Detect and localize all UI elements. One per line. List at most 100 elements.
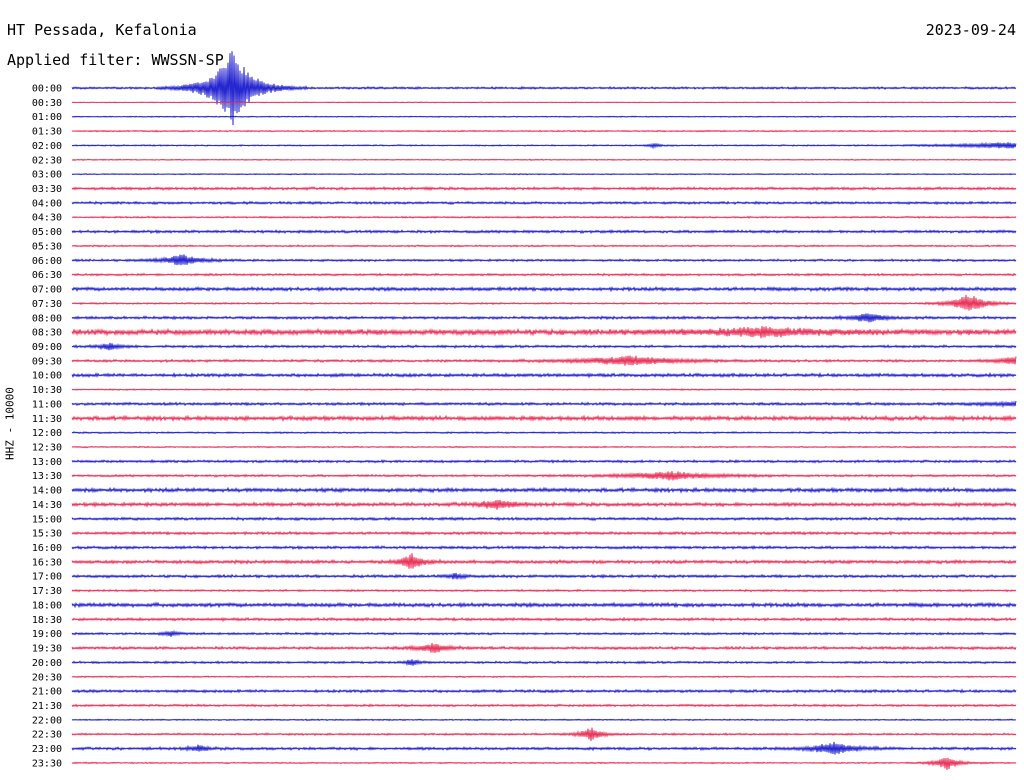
trace-line (71, 229, 1017, 235)
trace-line (71, 101, 1017, 104)
trace-line (71, 313, 1017, 323)
station-title: HT Pessada, Kefalonia (7, 21, 197, 39)
trace-line (71, 115, 1017, 118)
trace-line (71, 254, 1017, 266)
trace-line (71, 471, 1017, 481)
time-tick-label: 12:30 (32, 443, 62, 454)
time-tick-label: 21:30 (32, 701, 62, 712)
trace-line (71, 741, 1017, 755)
trace-line (71, 141, 1017, 150)
trace-line (71, 371, 1017, 379)
time-tick-label: 14:00 (32, 486, 62, 497)
time-tick-label: 05:30 (32, 241, 62, 252)
time-tick-label: 12:00 (32, 428, 62, 439)
time-tick-label: 07:00 (32, 285, 62, 296)
time-tick-label: 09:00 (32, 342, 62, 353)
trace-line (71, 544, 1017, 551)
time-tick-label: 15:00 (32, 514, 62, 525)
time-tick-label: 01:30 (32, 127, 62, 138)
time-tick-label: 01:00 (32, 112, 62, 123)
time-tick-label: 13:30 (32, 471, 62, 482)
time-tick-label: 03:00 (32, 170, 62, 181)
time-tick-label: 16:30 (32, 557, 62, 568)
time-tick-label: 20:00 (32, 658, 62, 669)
time-tick-label: 11:30 (32, 414, 62, 425)
trace-line (71, 486, 1017, 494)
time-tick-label: 00:30 (32, 98, 62, 109)
trace-line (71, 244, 1017, 248)
time-tick-label: 15:30 (32, 529, 62, 540)
trace-line (71, 629, 1017, 637)
time-tick-label: 04:30 (32, 213, 62, 224)
trace-line (71, 172, 1017, 176)
time-tick-label: 08:00 (32, 313, 62, 324)
time-tick-label: 08:30 (32, 328, 62, 339)
trace-line (71, 642, 1017, 654)
trace-line (71, 588, 1017, 593)
trace-line (71, 285, 1017, 293)
time-tick-label: 10:00 (32, 371, 62, 382)
date-label: 2023-09-24 (925, 21, 1016, 39)
trace-line (71, 158, 1017, 162)
trace-line (71, 185, 1017, 192)
trace-line (71, 414, 1017, 423)
trace-line (71, 601, 1017, 609)
time-tick-label: 11:00 (32, 399, 62, 410)
filter-label: Applied filter: WWSSN-SP (7, 51, 224, 69)
trace-line (71, 553, 1017, 569)
trace-line (71, 129, 1017, 133)
time-tick-label: 09:30 (32, 356, 62, 367)
trace-line (71, 294, 1017, 311)
trace-line (71, 342, 1017, 351)
trace-line (71, 458, 1017, 464)
time-tick-label: 17:00 (32, 572, 62, 583)
trace-line (71, 718, 1017, 722)
trace-line (71, 325, 1017, 339)
time-tick-label: 02:00 (32, 141, 62, 152)
time-tick-label: 22:30 (32, 730, 62, 741)
trace-line (71, 272, 1017, 277)
time-tick-label: 22:00 (32, 715, 62, 726)
trace-line (71, 727, 1017, 742)
time-tick-label: 03:30 (32, 184, 62, 195)
time-tick-group: 00:00 00:30 01:00 01:30 02:00 02:30 03:00 03:30… (32, 84, 62, 770)
time-tick-label: 23:00 (32, 744, 62, 755)
time-tick-label: 20:30 (32, 672, 62, 683)
trace-line (71, 530, 1017, 536)
trace-line (71, 675, 1017, 679)
time-tick-label: 06:00 (32, 256, 62, 267)
trace-line (71, 572, 1017, 581)
time-tick-label: 07:30 (32, 299, 62, 310)
trace-line (71, 355, 1017, 366)
time-tick-label: 14:30 (32, 500, 62, 511)
time-tick-label: 19:00 (32, 629, 62, 640)
time-tick-label: 02:30 (32, 155, 62, 166)
trace-line (71, 688, 1017, 694)
trace-line (71, 430, 1017, 435)
trace-line (71, 516, 1017, 522)
time-tick-label: 16:00 (32, 543, 62, 554)
time-tick-label: 05:00 (32, 227, 62, 238)
time-tick-label: 18:00 (32, 600, 62, 611)
trace-line (71, 51, 1017, 126)
trace-line (71, 400, 1017, 409)
trace-line (71, 215, 1017, 219)
time-tick-label: 13:00 (32, 457, 62, 468)
time-tick-label: 19:30 (32, 644, 62, 655)
time-tick-label: 17:30 (32, 586, 62, 597)
time-tick-label: 00:00 (32, 84, 62, 95)
trace-line (71, 659, 1017, 667)
time-tick-label: 04:00 (32, 198, 62, 209)
trace-line (71, 388, 1017, 391)
trace-group (71, 51, 1017, 770)
time-tick-label: 23:30 (32, 758, 62, 769)
trace-line (71, 200, 1017, 206)
time-tick-label: 21:00 (32, 687, 62, 698)
trace-line (71, 499, 1017, 510)
trace-line (71, 616, 1017, 623)
time-tick-label: 06:30 (32, 270, 62, 281)
trace-line (71, 445, 1017, 449)
trace-line (71, 703, 1017, 708)
time-tick-label: 10:30 (32, 385, 62, 396)
